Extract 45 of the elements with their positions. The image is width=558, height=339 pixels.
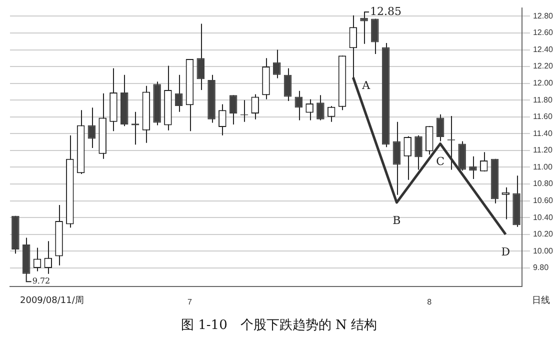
data-label: A bbox=[361, 78, 372, 92]
y-tick-label: 10.00 bbox=[532, 246, 554, 256]
candlestick bbox=[349, 14, 358, 78]
y-tick-label: 10.40 bbox=[532, 212, 554, 222]
candlestick bbox=[251, 94, 259, 120]
annotation: 9.72 bbox=[32, 276, 50, 286]
candlestick bbox=[229, 94, 238, 125]
text: 日线 bbox=[532, 294, 550, 307]
y-tick-label: 11.60 bbox=[532, 112, 553, 122]
candlestick bbox=[469, 156, 477, 180]
y-tick-label: 12.80 bbox=[532, 11, 554, 20]
candlestick bbox=[294, 90, 303, 121]
data-label: D bbox=[501, 246, 510, 259]
y-tick-label: 9.80 bbox=[532, 263, 550, 272]
y-tick-label: 12.20 bbox=[532, 62, 554, 71]
y-tick-label: 11.00 bbox=[532, 162, 553, 172]
candlestick bbox=[316, 94, 324, 121]
candlestick bbox=[436, 114, 444, 142]
y-tick-label: 10.20 bbox=[532, 230, 554, 239]
candlestick bbox=[88, 107, 96, 148]
x-tick-label: 7 bbox=[188, 297, 193, 306]
candlestick bbox=[174, 74, 183, 112]
data-label: C bbox=[436, 155, 444, 168]
text: 2009/08/11/周 bbox=[20, 295, 84, 307]
candlestick bbox=[426, 126, 434, 156]
annotation: 12.85 bbox=[370, 4, 402, 18]
candlestick bbox=[284, 68, 292, 102]
y-tick-label: 10.60 bbox=[532, 196, 554, 206]
candlestick bbox=[196, 23, 205, 91]
y-tick-label: 12.40 bbox=[532, 44, 554, 54]
candlestick bbox=[502, 186, 510, 220]
y-tick-label: 11.20 bbox=[532, 146, 553, 155]
x-tick-label: 8 bbox=[427, 297, 432, 306]
candlestick bbox=[392, 121, 401, 196]
y-tick-label: 10.80 bbox=[532, 179, 554, 188]
candlestick bbox=[414, 134, 422, 170]
data-label: B bbox=[392, 214, 401, 227]
candlestick bbox=[371, 18, 379, 54]
y-tick-label: 12.60 bbox=[532, 28, 554, 38]
y-tick-label: 11.80 bbox=[532, 95, 553, 104]
candlestick bbox=[404, 136, 412, 180]
y-tick-label: 12.00 bbox=[532, 78, 554, 88]
y-tick-label: 11.40 bbox=[532, 128, 553, 138]
text: 图 1-10 个股下跌趋势的 N 结构 bbox=[180, 317, 378, 334]
candlestick bbox=[218, 104, 226, 136]
